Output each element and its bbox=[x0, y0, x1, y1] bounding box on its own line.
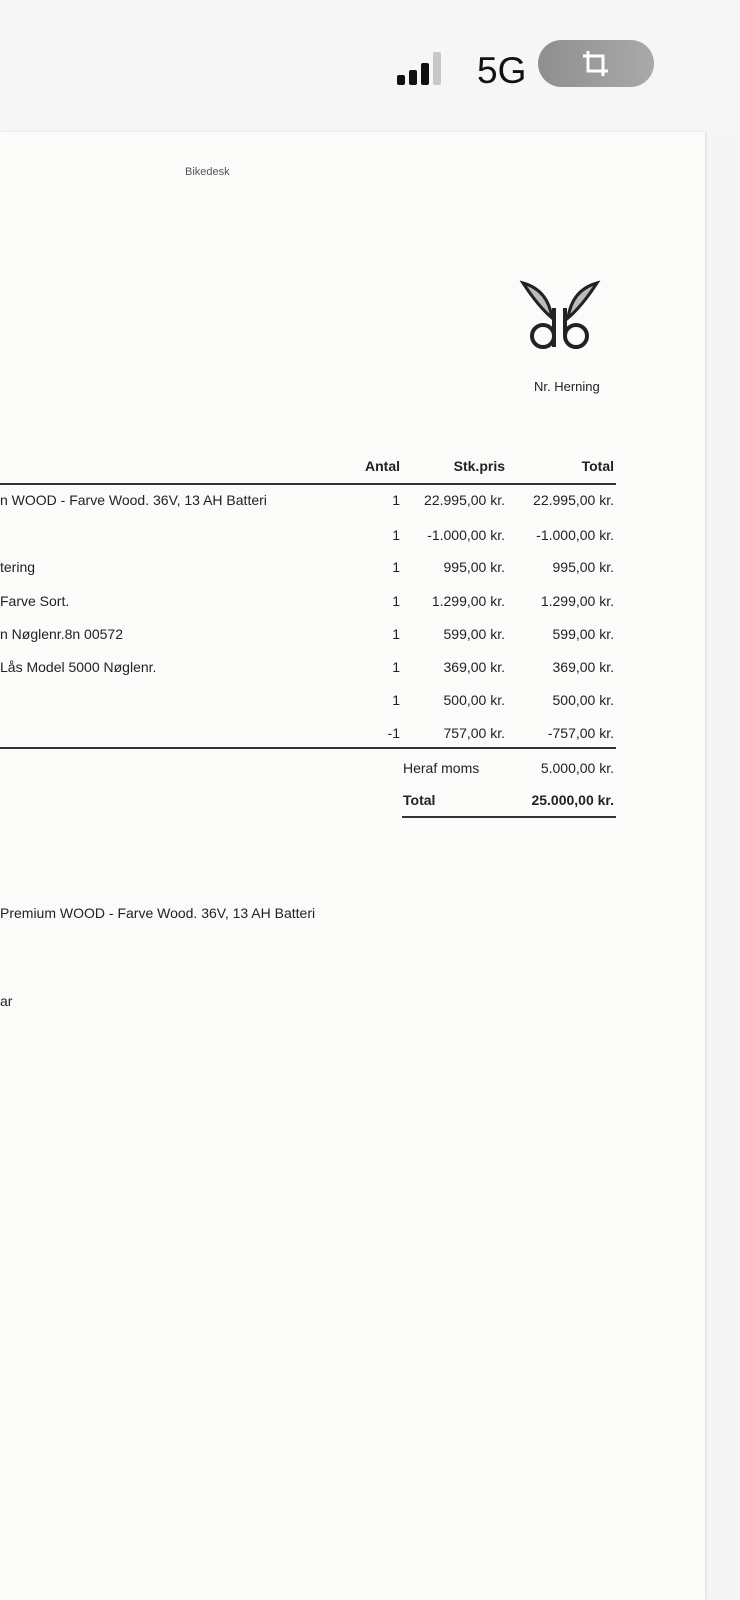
note-line-1: Premium WOOD - Farve Wood. 36V, 13 AH Ba… bbox=[0, 905, 316, 921]
row-unit-price: 1.299,00 kr. bbox=[431, 593, 505, 609]
vat-value: 5.000,00 kr. bbox=[540, 760, 614, 776]
crop-button[interactable] bbox=[538, 40, 654, 87]
network-label: 5G bbox=[477, 50, 527, 91]
row-total: 995,00 kr. bbox=[552, 559, 615, 575]
row-unit-price: -1.000,00 kr. bbox=[427, 527, 505, 543]
header-text: Bikedesk bbox=[185, 166, 230, 178]
row-unit-price: 995,00 kr. bbox=[443, 559, 506, 575]
invoice-document: Bikedesk Nr. Herning Antal Stk.pris Tota… bbox=[0, 132, 705, 1600]
row-qty: 1 bbox=[392, 559, 400, 575]
signal-icon bbox=[397, 52, 441, 85]
row-description: tering bbox=[0, 559, 36, 575]
row-unit-price: 757,00 kr. bbox=[443, 725, 506, 741]
status-bar: 5G bbox=[0, 0, 740, 130]
row-description: n Nøglenr.8n 00572 bbox=[0, 626, 123, 642]
row-total: 369,00 kr. bbox=[552, 659, 615, 675]
row-total: -757,00 kr. bbox=[547, 725, 614, 741]
row-unit-price: 599,00 kr. bbox=[443, 626, 506, 642]
logo-icon bbox=[519, 280, 601, 349]
col-qty: Antal bbox=[365, 458, 400, 474]
crop-icon bbox=[583, 51, 608, 76]
items-rule bbox=[0, 747, 616, 749]
note-line-2: ar bbox=[0, 993, 13, 1009]
row-qty: -1 bbox=[387, 725, 400, 741]
row-description: Farve Sort. bbox=[0, 593, 70, 609]
row-qty: 1 bbox=[392, 626, 400, 642]
row-total: 1.299,00 kr. bbox=[540, 593, 614, 609]
row-unit-price: 500,00 kr. bbox=[443, 692, 506, 708]
row-qty: 1 bbox=[392, 593, 400, 609]
col-unit-price: Stk.pris bbox=[453, 458, 505, 474]
row-total: 500,00 kr. bbox=[552, 692, 615, 708]
header-rule bbox=[0, 483, 616, 485]
row-unit-price: 22.995,00 kr. bbox=[424, 492, 505, 508]
total-label: Total bbox=[403, 792, 436, 808]
row-unit-price: 369,00 kr. bbox=[443, 659, 506, 675]
total-underline bbox=[402, 816, 616, 818]
store-name: Nr. Herning bbox=[534, 379, 600, 394]
row-total: -1.000,00 kr. bbox=[536, 527, 614, 543]
row-qty: 1 bbox=[392, 527, 400, 543]
row-description: Lås Model 5000 Nøglenr. bbox=[0, 659, 157, 675]
total-value: 25.000,00 kr. bbox=[531, 792, 614, 808]
vat-label: Heraf moms bbox=[403, 760, 480, 776]
col-total: Total bbox=[581, 458, 614, 474]
row-qty: 1 bbox=[392, 659, 400, 675]
row-total: 599,00 kr. bbox=[552, 626, 615, 642]
row-qty: 1 bbox=[392, 492, 400, 508]
row-total: 22.995,00 kr. bbox=[533, 492, 614, 508]
row-description: n WOOD - Farve Wood. 36V, 13 AH Batteri bbox=[0, 492, 267, 508]
row-qty: 1 bbox=[392, 692, 400, 708]
